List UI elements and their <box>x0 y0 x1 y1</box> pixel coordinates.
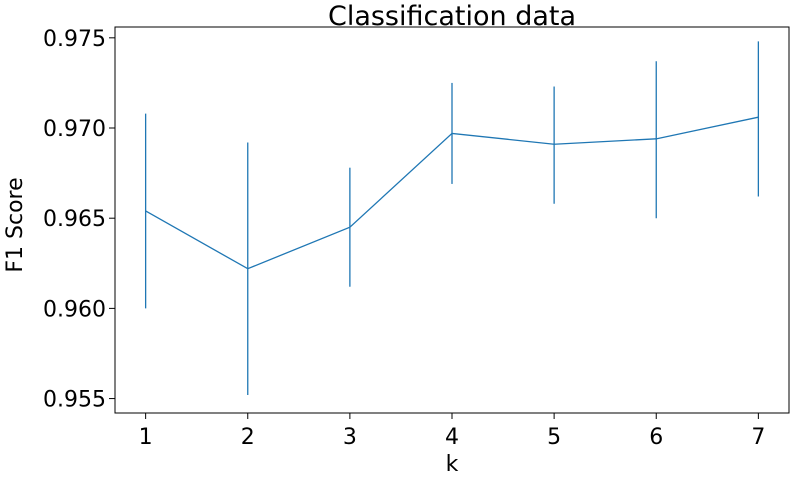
chart-title: Classification data <box>328 1 576 32</box>
y-axis-title: F1 Score <box>3 177 28 272</box>
x-axis-ticks: 1 2 3 4 5 6 7 <box>139 413 766 450</box>
x-tick-label: 5 <box>547 425 561 450</box>
x-tick-label: 3 <box>343 425 357 450</box>
y-tick-label: 0.970 <box>43 117 106 142</box>
x-tick-label: 4 <box>445 425 459 450</box>
y-tick-label: 0.965 <box>43 207 106 232</box>
y-tick-label: 0.975 <box>43 27 106 52</box>
x-tick-label: 7 <box>751 425 765 450</box>
x-tick-label: 1 <box>139 425 153 450</box>
y-axis-ticks: 0.955 0.960 0.965 0.970 0.975 <box>43 27 115 413</box>
x-axis-title: k <box>446 452 459 477</box>
x-tick-label: 2 <box>241 425 255 450</box>
x-tick-label: 6 <box>649 425 663 450</box>
y-tick-label: 0.955 <box>43 388 106 413</box>
y-tick-label: 0.960 <box>43 297 106 322</box>
